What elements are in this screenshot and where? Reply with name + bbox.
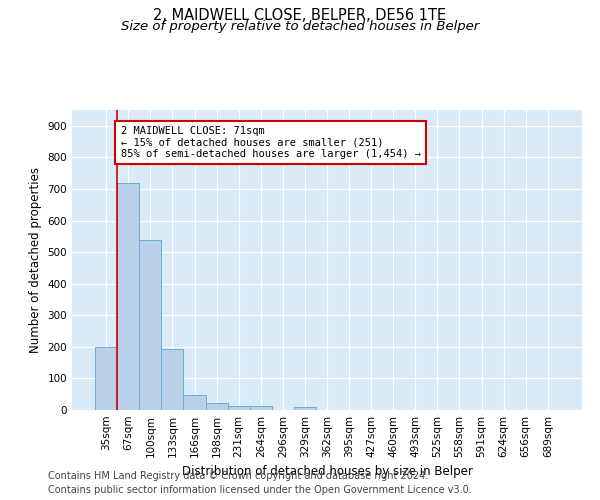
Text: Contains HM Land Registry data © Crown copyright and database right 2024.: Contains HM Land Registry data © Crown c… xyxy=(48,471,428,481)
Bar xyxy=(117,182,139,410)
Text: 2 MAIDWELL CLOSE: 71sqm
← 15% of detached houses are smaller (251)
85% of semi-d: 2 MAIDWELL CLOSE: 71sqm ← 15% of detache… xyxy=(121,126,421,159)
Bar xyxy=(294,406,316,410)
Bar xyxy=(139,240,161,410)
Text: Size of property relative to detached houses in Belper: Size of property relative to detached ho… xyxy=(121,20,479,33)
Bar xyxy=(206,403,227,410)
Bar xyxy=(161,350,184,410)
Bar xyxy=(227,406,250,410)
Bar xyxy=(250,406,272,410)
Y-axis label: Number of detached properties: Number of detached properties xyxy=(29,167,42,353)
Text: Contains public sector information licensed under the Open Government Licence v3: Contains public sector information licen… xyxy=(48,485,472,495)
Bar xyxy=(95,347,117,410)
Text: 2, MAIDWELL CLOSE, BELPER, DE56 1TE: 2, MAIDWELL CLOSE, BELPER, DE56 1TE xyxy=(154,8,446,22)
X-axis label: Distribution of detached houses by size in Belper: Distribution of detached houses by size … xyxy=(182,466,472,478)
Bar xyxy=(184,395,206,410)
